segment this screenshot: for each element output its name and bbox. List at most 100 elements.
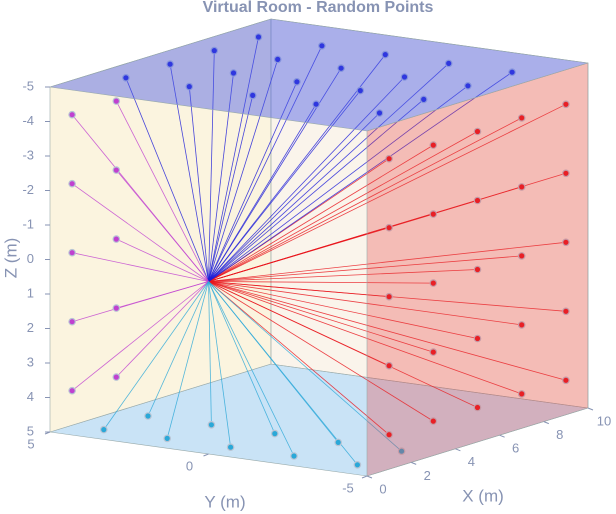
point [207, 420, 216, 429]
z-tick-label: 1 [27, 285, 34, 300]
z-tick-label: 2 [27, 320, 34, 335]
point [429, 141, 438, 149]
point [517, 321, 526, 329]
point [68, 317, 76, 326]
point [226, 443, 235, 452]
point [100, 425, 108, 434]
point [337, 64, 345, 73]
ray [71, 183, 209, 282]
wall-left [49, 18, 272, 433]
point [562, 169, 570, 178]
point [464, 82, 472, 90]
point [562, 100, 570, 109]
point [429, 210, 438, 218]
point [68, 110, 76, 119]
ray [208, 112, 380, 282]
point [353, 460, 362, 469]
point [562, 376, 570, 385]
x-tick-label: 8 [556, 427, 563, 442]
point [312, 100, 320, 109]
chart-title: Virtual Room - Random Points [203, 0, 434, 16]
point [419, 95, 428, 104]
point [112, 373, 121, 381]
point [562, 238, 570, 247]
y-tick-label: 5 [27, 436, 34, 451]
point [68, 386, 76, 395]
x-tick [499, 434, 505, 438]
point [185, 82, 194, 91]
point [229, 69, 238, 77]
point [254, 33, 263, 41]
x-axis-label: X (m) [462, 486, 504, 505]
ray [116, 238, 209, 282]
point [562, 307, 570, 316]
point [112, 304, 121, 312]
point [270, 429, 279, 438]
z-tick-label: 4 [27, 389, 34, 404]
point [429, 348, 438, 356]
x-tick [587, 407, 594, 411]
room-back [49, 18, 589, 477]
point [68, 179, 76, 188]
point [122, 74, 130, 82]
point [397, 447, 406, 456]
point [290, 452, 298, 460]
point [473, 334, 482, 343]
point [517, 114, 526, 122]
y-tick-label: 0 [186, 458, 193, 473]
point [273, 55, 282, 64]
x-tick-label: 2 [424, 468, 431, 483]
z-tick-label: 0 [27, 251, 34, 266]
point [429, 417, 438, 425]
x-tick-label: 6 [512, 441, 519, 456]
z-tick-label: 5 [27, 423, 34, 438]
point [356, 86, 365, 95]
point [385, 223, 393, 232]
point [334, 438, 343, 447]
point [473, 127, 482, 136]
point [444, 59, 453, 68]
point [385, 361, 393, 370]
point [375, 109, 384, 117]
z-tick-label: -5 [22, 78, 34, 93]
point [68, 248, 76, 257]
z-tick-label: 3 [27, 354, 34, 369]
point [318, 41, 326, 50]
point [429, 279, 438, 287]
z-tick-label: -1 [22, 216, 34, 231]
z-tick-label: -4 [22, 113, 34, 128]
rays [71, 36, 567, 466]
ray [208, 281, 390, 436]
y-tick [203, 453, 209, 457]
point [517, 183, 526, 191]
point [473, 403, 482, 412]
ray [208, 281, 212, 425]
ray [208, 281, 339, 443]
x-tick-label: 4 [468, 454, 475, 469]
point [385, 292, 393, 301]
point [385, 430, 393, 439]
y-tick-label: -5 [342, 480, 354, 495]
ray [71, 281, 209, 392]
ray [166, 281, 209, 439]
point [473, 196, 482, 205]
point [210, 46, 219, 55]
y-tick [361, 475, 368, 479]
ray [208, 281, 295, 457]
ray [208, 281, 231, 448]
point [381, 50, 390, 59]
point [112, 235, 121, 243]
point [293, 78, 301, 86]
x-tick [543, 421, 549, 425]
ray [72, 252, 209, 282]
z-axis-label: Z (m) [1, 238, 20, 279]
point [248, 91, 257, 100]
ray [208, 281, 276, 434]
point [112, 97, 121, 105]
x-tick-label: 0 [379, 481, 386, 496]
x-tick [455, 448, 461, 452]
axes: 0 2 4 6 8 10 5 0 -5 -5 -4 -3 -2 -1 0 1 2 3 4 5 [22, 78, 611, 496]
point [400, 73, 409, 81]
point [163, 434, 172, 443]
